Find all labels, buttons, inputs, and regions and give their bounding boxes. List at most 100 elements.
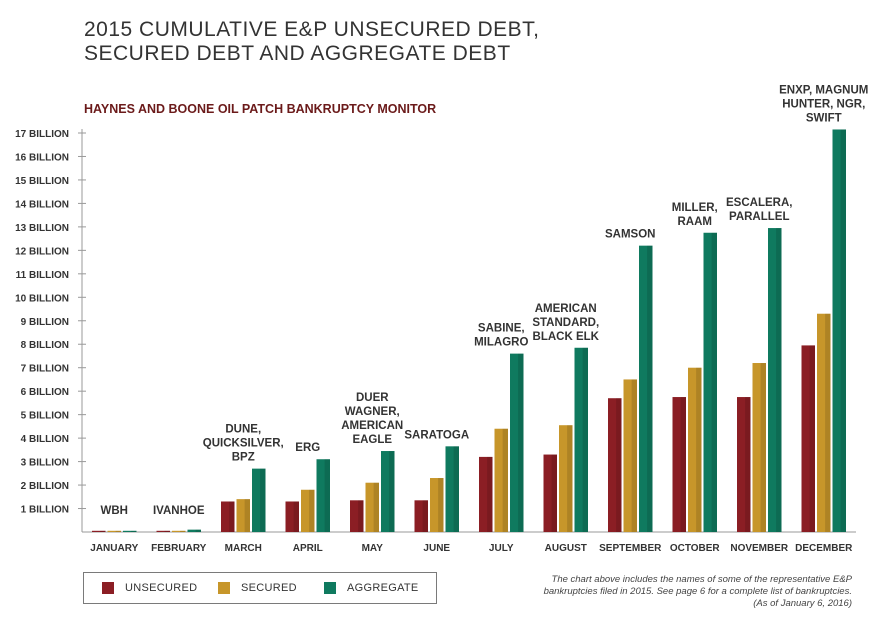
bankruptcy-annotation: ESCALERA, xyxy=(726,197,792,209)
bar-secured xyxy=(688,367,702,532)
legend: UNSECURED SECURED AGGREGATE xyxy=(83,572,437,604)
bar-secured xyxy=(494,428,508,532)
footnote-line-1: The chart above includes the names of so… xyxy=(551,574,852,585)
bar-secured xyxy=(817,313,831,532)
bar-shade-aggregate xyxy=(260,468,266,532)
bar-unsecured xyxy=(672,397,686,532)
bar-shade-unsecured xyxy=(680,397,686,532)
bar-aggregate xyxy=(639,245,653,533)
bankruptcy-annotation: AMERICAN xyxy=(341,420,403,432)
bar-shade-aggregate xyxy=(453,446,459,532)
bar-aggregate xyxy=(187,529,201,532)
bankruptcy-annotation: SAMSON xyxy=(605,229,655,241)
legend-item-unsecured: UNSECURED xyxy=(102,582,197,594)
bar-shade-aggregate xyxy=(131,530,137,532)
bar-aggregate xyxy=(832,129,846,532)
bankruptcy-annotation: EAGLE xyxy=(352,434,392,446)
bar-secured xyxy=(752,363,766,532)
bar-aggregate xyxy=(445,446,459,532)
x-tick-label: JULY xyxy=(489,543,514,554)
bar-shade-aggregate xyxy=(840,129,846,532)
bar-secured xyxy=(107,530,121,532)
y-tick-label: 13 BILLION xyxy=(15,223,69,234)
bar-shade-secured xyxy=(180,530,186,532)
bar-shade-secured xyxy=(825,313,831,532)
bar-aggregate xyxy=(252,468,266,532)
x-tick-label: SEPTEMBER xyxy=(599,543,662,554)
bankruptcy-annotation: SWIFT xyxy=(806,112,842,124)
bar-unsecured xyxy=(156,530,170,532)
bar-secured xyxy=(559,425,573,532)
bar-shade-unsecured xyxy=(809,345,815,532)
bar-shade-aggregate xyxy=(776,228,782,532)
x-tick-label: JANUARY xyxy=(90,543,138,554)
bar-shade-aggregate xyxy=(647,245,653,533)
y-tick-label: 17 BILLION xyxy=(15,129,69,140)
bar-shade-unsecured xyxy=(422,500,428,532)
legend-item-aggregate: AGGREGATE xyxy=(324,582,419,594)
legend-swatch-secured xyxy=(218,582,230,594)
bankruptcy-annotation: RAAM xyxy=(678,216,713,228)
footnote: The chart above includes the names of so… xyxy=(492,574,852,610)
bankruptcy-annotation: MILAGRO xyxy=(474,337,528,349)
bar-shade-secured xyxy=(567,425,573,532)
y-tick-label: 1 BILLION xyxy=(21,505,69,516)
bar-unsecured xyxy=(414,500,428,532)
bar-shade-unsecured xyxy=(745,397,751,532)
bankruptcy-annotation: IVANHOE xyxy=(153,505,205,517)
x-tick-label: APRIL xyxy=(293,543,323,554)
bar-aggregate xyxy=(768,228,782,532)
bar-shade-unsecured xyxy=(164,530,170,532)
bar-shade-secured xyxy=(631,379,637,532)
x-tick-label: JUNE xyxy=(423,543,450,554)
bankruptcy-annotation: HUNTER, NGR, xyxy=(782,98,865,110)
bankruptcy-annotation: DUER xyxy=(356,392,389,404)
bar-aggregate xyxy=(574,347,588,532)
bar-shade-unsecured xyxy=(358,500,364,532)
bar-secured xyxy=(430,478,444,532)
legend-swatch-aggregate xyxy=(324,582,336,594)
bar-shade-unsecured xyxy=(616,398,622,532)
bankruptcy-annotation: STANDARD, xyxy=(532,317,599,329)
bar-aggregate xyxy=(123,530,137,532)
footnote-line-3: (As of January 6, 2016) xyxy=(753,598,852,609)
legend-label-aggregate: AGGREGATE xyxy=(347,582,419,594)
bar-shade-secured xyxy=(438,478,444,532)
bar-unsecured xyxy=(608,398,622,532)
bar-unsecured xyxy=(801,345,815,532)
bar-unsecured xyxy=(221,501,235,532)
bankruptcy-annotation: WBH xyxy=(101,505,128,517)
bar-shade-aggregate xyxy=(324,459,330,532)
bar-unsecured xyxy=(737,397,751,532)
y-tick-label: 12 BILLION xyxy=(15,246,69,257)
bar-unsecured xyxy=(479,456,493,532)
legend-swatch-unsecured xyxy=(102,582,114,594)
bankruptcy-annotation: BLACK ELK xyxy=(533,331,600,343)
bar-unsecured xyxy=(92,530,106,532)
bar-shade-aggregate xyxy=(518,353,524,532)
bankruptcy-annotation: ENXP, MAGNUM xyxy=(779,84,868,96)
bankruptcy-annotation: MILLER, xyxy=(672,202,718,214)
legend-label-unsecured: UNSECURED xyxy=(125,582,198,594)
y-tick-label: 3 BILLION xyxy=(21,458,69,469)
legend-label-secured: SECURED xyxy=(241,582,297,594)
legend-item-secured: SECURED xyxy=(218,582,297,594)
chart-subtitle: HAYNES AND BOONE OIL PATCH BANKRUPTCY MO… xyxy=(84,102,437,116)
bankruptcy-annotation: AMERICAN xyxy=(535,303,597,315)
bankruptcy-annotation: SABINE, xyxy=(478,323,525,335)
y-tick-label: 2 BILLION xyxy=(21,481,69,492)
bankruptcy-annotation: PARALLEL xyxy=(729,211,789,223)
bar-secured xyxy=(623,379,637,532)
bar-shade-aggregate xyxy=(195,529,201,532)
bar-shade-secured xyxy=(760,363,766,532)
bar-shade-unsecured xyxy=(229,501,235,532)
bar-shade-aggregate xyxy=(582,347,588,532)
y-tick-label: 16 BILLION xyxy=(15,152,69,163)
bankruptcy-annotation: DUNE, xyxy=(225,424,261,436)
bar-secured xyxy=(301,489,315,532)
bar-aggregate xyxy=(703,232,717,532)
chart-title-line-2: SECURED DEBT AND AGGREGATE DEBT xyxy=(84,42,511,65)
bar-secured xyxy=(236,499,250,532)
bankruptcy-annotation: BPZ xyxy=(232,452,255,464)
